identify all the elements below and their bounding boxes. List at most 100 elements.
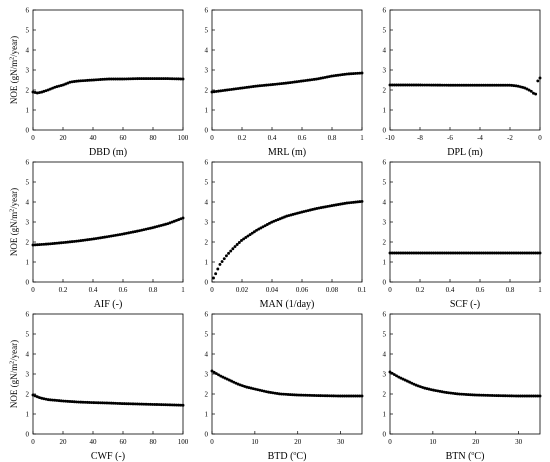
data-point	[114, 77, 118, 81]
data-point	[70, 240, 74, 244]
data-point	[40, 242, 44, 246]
data-point	[351, 200, 355, 204]
data-point	[94, 237, 98, 240]
data-point	[142, 77, 146, 81]
data-point	[445, 251, 448, 255]
data-point	[133, 230, 137, 234]
data-point	[79, 79, 83, 83]
y-tick-label: 6	[205, 310, 209, 318]
data-point	[405, 83, 409, 87]
x-tick-label: 0.6	[298, 134, 307, 142]
data-point	[133, 402, 137, 406]
data-point	[214, 89, 218, 93]
data-point	[277, 392, 281, 396]
data-point	[488, 393, 492, 397]
data-point	[44, 397, 48, 401]
data-point	[81, 79, 85, 83]
data-point	[345, 201, 349, 205]
data-point	[534, 394, 538, 398]
x-tick-label: 0.04	[266, 286, 279, 294]
data-point	[516, 84, 520, 88]
data-point	[122, 232, 126, 236]
data-point	[345, 72, 349, 76]
data-point	[484, 251, 488, 255]
y-tick-label: 5	[26, 26, 30, 34]
data-point	[514, 251, 518, 255]
data-point	[146, 227, 150, 231]
data-point	[534, 92, 538, 96]
data-point	[107, 401, 111, 405]
data-point	[421, 251, 425, 255]
data-point	[260, 389, 264, 393]
data-point	[495, 394, 498, 398]
data-point	[96, 78, 100, 82]
y-tick-label: 2	[383, 238, 387, 246]
data-point	[243, 86, 247, 90]
data-point	[31, 393, 35, 397]
data-point	[464, 251, 468, 255]
data-point	[135, 229, 139, 233]
y-tick-label: 4	[383, 198, 387, 206]
data-point	[358, 394, 362, 398]
data-point	[477, 393, 481, 397]
data-point	[451, 391, 455, 395]
y-tick-label: 4	[205, 198, 209, 206]
data-point	[248, 233, 252, 237]
y-tick-label: 2	[383, 86, 387, 94]
data-point	[122, 402, 126, 406]
data-point	[512, 84, 516, 88]
data-point	[72, 239, 76, 243]
data-point	[440, 251, 444, 255]
data-point	[527, 394, 531, 398]
data-point	[70, 400, 74, 404]
data-point	[510, 83, 514, 87]
data-point	[277, 82, 281, 86]
data-point	[144, 227, 148, 231]
data-point	[61, 83, 65, 87]
y-tick-label: 2	[205, 238, 209, 246]
data-point	[245, 385, 249, 389]
data-point	[230, 87, 234, 91]
data-point	[170, 220, 174, 224]
x-tick-label: -4	[477, 134, 483, 142]
x-axis-label: MAN (1/day)	[260, 299, 315, 310]
panel-8: 0 1 2 3 4 5 6 0 10 20 30 BTD (oC)	[205, 310, 364, 462]
panel-3: 0 1 2 3 4 5 6 -10 -8 -6 -4 -2 0 DPL (m)	[383, 6, 543, 158]
data-point	[168, 221, 172, 225]
data-point	[412, 83, 416, 87]
data-point	[495, 83, 498, 87]
data-point	[35, 395, 39, 399]
data-point	[48, 242, 52, 246]
data-point	[68, 240, 72, 244]
data-point	[231, 247, 235, 251]
data-point	[59, 399, 63, 403]
data-point	[259, 226, 263, 230]
data-point	[317, 394, 320, 398]
data-point	[234, 381, 238, 385]
data-point	[301, 79, 305, 83]
data-point	[514, 394, 518, 398]
panel-4: 0 1 2 3 4 5 6 0 0.2 0.4 0.6 0.8 1 AIF (-) NOE (gN/m2/y…	[9, 158, 185, 310]
data-point	[68, 80, 72, 84]
data-point	[256, 84, 260, 88]
y-tick-label: 1	[383, 258, 387, 266]
data-point	[403, 83, 407, 87]
data-point	[131, 230, 135, 234]
data-point	[451, 83, 455, 87]
data-point	[445, 391, 448, 394]
data-point	[81, 238, 85, 242]
data-point	[262, 389, 266, 393]
y-tick-label: 1	[205, 106, 209, 114]
data-point	[529, 89, 533, 93]
data-point	[92, 237, 96, 241]
data-point	[155, 77, 159, 81]
data-point	[458, 83, 462, 87]
data-point	[327, 394, 331, 398]
data-point	[225, 88, 229, 92]
y-tick-label: 0	[26, 278, 30, 286]
y-tick-label: 0	[205, 278, 209, 286]
x-tick-label: 0	[388, 286, 392, 294]
data-point	[77, 79, 81, 83]
data-point	[516, 394, 520, 398]
data-point	[314, 394, 318, 397]
